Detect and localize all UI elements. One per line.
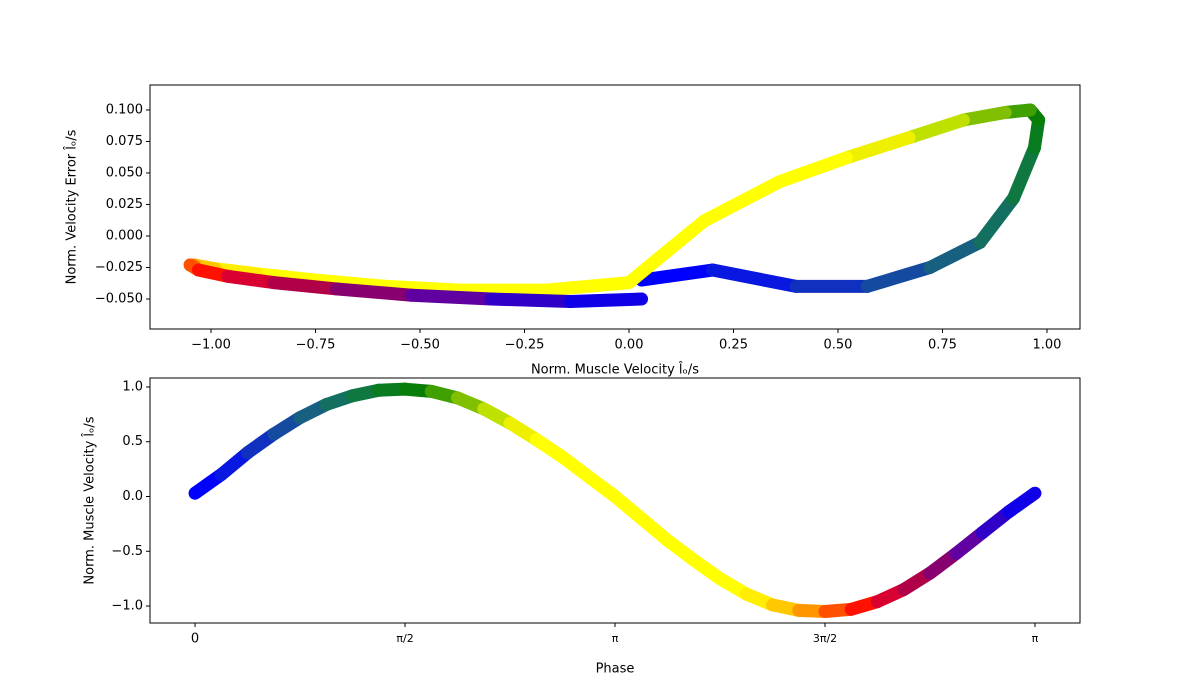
curve-segment [309,273,394,293]
y-tick-label: 0.075 [106,134,143,149]
x-tick-label: 3π/2 [813,632,837,645]
plot-area [183,103,1046,309]
y-tick-label: −0.050 [95,292,143,307]
y-tick-label: −1.0 [111,599,143,614]
y-tick-label: 1.0 [122,379,143,394]
curve-segment [1007,141,1041,205]
curve-segment [697,175,786,228]
x-tick-label: π [1032,632,1039,645]
curve-segment [622,214,711,290]
curve-segment [923,235,987,274]
x-tick-label: 0.50 [824,338,853,353]
curve-segment [538,276,636,297]
curve-segment [563,292,649,309]
curve-segment [380,279,469,297]
curve-segment [839,131,916,165]
y-tick-label: 0.000 [106,228,143,243]
curve-segment [484,292,577,309]
x-tick-label: −0.75 [296,338,336,353]
y-tick-label: −0.025 [95,260,143,275]
y-tick-label: 0.050 [106,165,143,180]
y-axis-label: Norm. Velocity Error l̂ₒ/s [64,129,79,284]
curve-segment [956,105,1012,127]
panel: −1.00 −0.75 −0.50 −0.25 0.00 0.25 0.50 0.75 1.00… [64,84,1081,378]
x-axis-label: Phase [596,662,635,677]
x-tick-label: π [612,632,619,645]
curve-segment [267,276,343,296]
x-axis-label: Norm. Muscle Velocity l̂ₒ/s [531,362,699,377]
x-tick-label: π/2 [396,632,413,645]
x-tick-label: 0.75 [928,338,957,353]
y-tick-label: 0.025 [106,197,143,212]
x-tick-label: −0.25 [505,338,545,353]
curve-segment [860,260,937,293]
curve-segment [772,151,853,189]
curve-segment [635,263,720,287]
y-axis-label: Norm. Muscle Velocity l̂ₒ/s [82,416,97,584]
curve-segment [706,263,803,293]
axes-frame [149,84,1081,330]
curve-segment [902,113,970,145]
x-tick-label: 1.00 [1033,338,1062,353]
x-tick-label: −1.00 [191,338,231,353]
curve-segment [221,269,281,290]
x-tick-label: −0.50 [400,338,440,353]
x-tick-label: 0 [191,632,199,647]
y-tick-label: 0.0 [122,489,143,504]
x-tick-label: 0.25 [719,338,748,353]
y-tick-label: 0.100 [106,102,143,117]
curve-segment [1002,486,1042,519]
panel: 0 π/2 π 3π/2 π −1.0 −0.5 0.0 0.5 1.0 Phase Norm. Mu… [82,377,1081,677]
y-tick-label: 0.5 [122,434,143,449]
plot-area [188,382,1042,618]
curve-segment [405,288,498,306]
curve-segment [973,191,1021,249]
curve-segment [250,267,323,287]
curve-segment [329,282,419,302]
y-tick-label: −0.5 [111,544,143,559]
x-tick-label: 0.00 [615,338,644,353]
